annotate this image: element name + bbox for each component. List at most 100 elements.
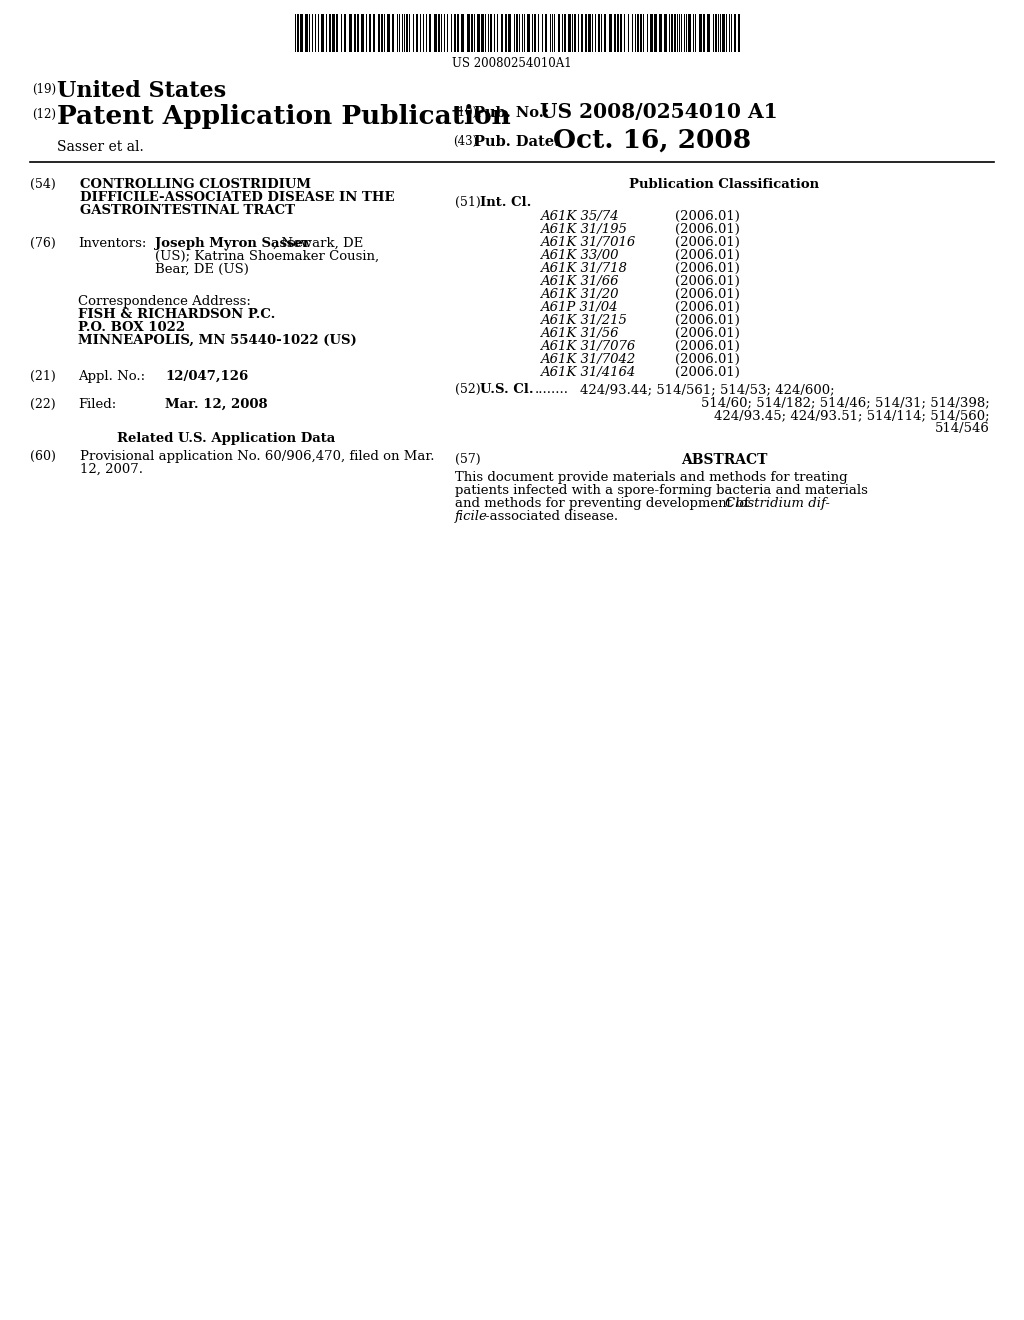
Text: P.O. BOX 1022: P.O. BOX 1022	[78, 321, 185, 334]
Bar	[505, 15, 507, 51]
Text: (2006.01): (2006.01)	[675, 288, 740, 301]
Bar	[457, 15, 459, 51]
Bar	[357, 15, 359, 51]
Text: A61K 31/56: A61K 31/56	[540, 327, 618, 341]
Text: Appl. No.:: Appl. No.:	[78, 370, 145, 383]
Text: 514/546: 514/546	[935, 422, 990, 436]
Text: (12): (12)	[32, 108, 56, 121]
Bar	[481, 15, 484, 51]
Bar	[664, 15, 667, 51]
Bar	[501, 15, 503, 51]
Bar	[527, 15, 530, 51]
Bar	[674, 15, 676, 51]
Bar	[585, 15, 587, 51]
Text: (2006.01): (2006.01)	[675, 275, 740, 288]
Bar	[699, 15, 702, 51]
Text: 514/60; 514/182; 514/46; 514/31; 514/398;: 514/60; 514/182; 514/46; 514/31; 514/398…	[701, 396, 990, 409]
Text: (2006.01): (2006.01)	[675, 352, 740, 366]
Text: A61K 31/195: A61K 31/195	[540, 223, 627, 236]
Bar	[392, 15, 394, 51]
Text: (2006.01): (2006.01)	[675, 210, 740, 223]
Text: 424/93.44; 514/561; 514/53; 424/600;: 424/93.44; 514/561; 514/53; 424/600;	[580, 383, 835, 396]
Bar	[373, 15, 375, 51]
Bar	[640, 15, 642, 51]
Bar	[734, 15, 736, 51]
Bar	[545, 15, 547, 51]
Text: Pub. Date:: Pub. Date:	[474, 135, 560, 149]
Text: (52): (52)	[455, 383, 480, 396]
Text: DIFFICILE-ASSOCIATED DISEASE IN THE: DIFFICILE-ASSOCIATED DISEASE IN THE	[80, 191, 394, 205]
Bar	[637, 15, 639, 51]
Bar	[604, 15, 606, 51]
Text: (57): (57)	[455, 453, 480, 466]
Text: (2006.01): (2006.01)	[675, 249, 740, 261]
Text: A61K 31/20: A61K 31/20	[540, 288, 618, 301]
Text: (2006.01): (2006.01)	[675, 327, 740, 341]
Bar	[738, 15, 740, 51]
Bar	[614, 15, 616, 51]
Text: Related U.S. Application Data: Related U.S. Application Data	[117, 432, 335, 445]
Text: Mar. 12, 2008: Mar. 12, 2008	[165, 399, 267, 411]
Text: 12, 2007.: 12, 2007.	[80, 463, 143, 477]
Text: (76): (76)	[30, 238, 55, 249]
Text: A61K 31/215: A61K 31/215	[540, 314, 627, 327]
Bar	[416, 15, 418, 51]
Text: Clostridium dif-: Clostridium dif-	[725, 498, 829, 510]
Text: and methods for preventing development of: and methods for preventing development o…	[455, 498, 753, 510]
Text: A61K 31/718: A61K 31/718	[540, 261, 627, 275]
Bar	[438, 15, 440, 51]
Text: , Newark, DE: , Newark, DE	[273, 238, 364, 249]
Text: A61K 31/66: A61K 31/66	[540, 275, 618, 288]
Text: A61K 35/74: A61K 35/74	[540, 210, 618, 223]
Bar	[703, 15, 705, 51]
Text: A61P 31/04: A61P 31/04	[540, 301, 617, 314]
Text: Oct. 16, 2008: Oct. 16, 2008	[553, 128, 752, 153]
Text: (2006.01): (2006.01)	[675, 223, 740, 236]
Text: Filed:: Filed:	[78, 399, 117, 411]
Bar	[477, 15, 480, 51]
Bar	[588, 15, 591, 51]
Text: A61K 31/7042: A61K 31/7042	[540, 352, 635, 366]
Text: (21): (21)	[30, 370, 55, 383]
Text: (2006.01): (2006.01)	[675, 236, 740, 249]
Text: (10): (10)	[453, 106, 477, 119]
Text: A61K 31/4164: A61K 31/4164	[540, 366, 635, 379]
Bar	[534, 15, 536, 51]
Bar	[354, 15, 356, 51]
Bar	[650, 15, 653, 51]
Text: A61K 31/7076: A61K 31/7076	[540, 341, 635, 352]
Bar	[454, 15, 456, 51]
Text: ficile: ficile	[455, 510, 487, 523]
Text: Publication Classification: Publication Classification	[629, 178, 819, 191]
Text: A61K 31/7016: A61K 31/7016	[540, 236, 635, 249]
Bar	[361, 15, 364, 51]
Bar	[305, 15, 308, 51]
Bar	[471, 15, 473, 51]
Text: U.S. Cl.: U.S. Cl.	[480, 383, 534, 396]
Text: CONTROLLING CLOSTRIDIUM: CONTROLLING CLOSTRIDIUM	[80, 178, 311, 191]
Text: (22): (22)	[30, 399, 55, 411]
Bar	[490, 15, 492, 51]
Bar	[654, 15, 657, 51]
Text: (19): (19)	[32, 83, 56, 96]
Bar	[558, 15, 560, 51]
Bar	[598, 15, 600, 51]
Bar	[508, 15, 511, 51]
Text: Sasser et al.: Sasser et al.	[57, 140, 143, 154]
Text: (2006.01): (2006.01)	[675, 366, 740, 379]
Bar	[574, 15, 575, 51]
Text: -associated disease.: -associated disease.	[485, 510, 618, 523]
Bar	[467, 15, 470, 51]
Text: 424/93.45; 424/93.51; 514/114; 514/560;: 424/93.45; 424/93.51; 514/114; 514/560;	[715, 409, 990, 422]
Bar	[707, 15, 710, 51]
Text: FISH & RICHARDSON P.C.: FISH & RICHARDSON P.C.	[78, 308, 275, 321]
Text: (54): (54)	[30, 178, 55, 191]
Text: A61K 33/00: A61K 33/00	[540, 249, 618, 261]
Bar	[369, 15, 371, 51]
Text: United States: United States	[57, 81, 226, 102]
Bar	[429, 15, 431, 51]
Text: Patent Application Publication: Patent Application Publication	[57, 104, 511, 129]
Text: ABSTRACT: ABSTRACT	[681, 453, 767, 467]
Bar	[297, 15, 299, 51]
Bar	[329, 15, 331, 51]
